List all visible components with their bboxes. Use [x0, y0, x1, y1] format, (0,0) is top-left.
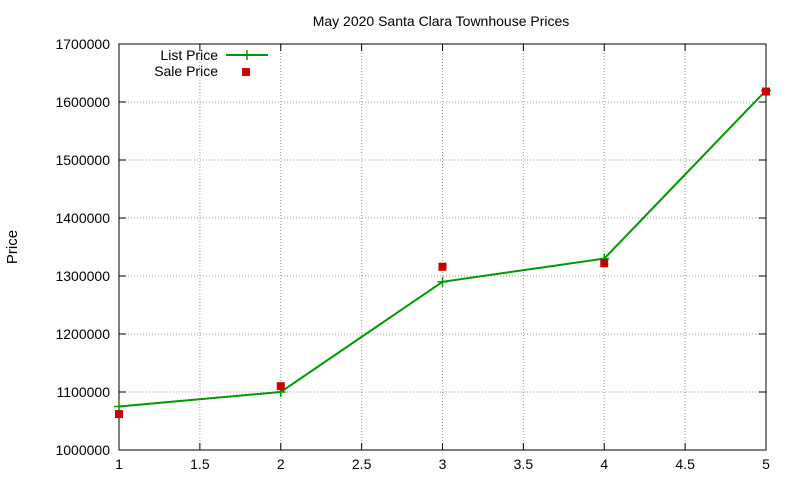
y-tick-label: 1200000 — [55, 326, 110, 342]
grid — [119, 44, 766, 450]
data-point-square — [762, 87, 770, 96]
data-point-square — [115, 410, 123, 419]
data-point-square — [438, 262, 447, 271]
x-tick-label: 1.5 — [190, 456, 210, 472]
x-tick-label: 2 — [277, 456, 285, 472]
series-layer — [114, 85, 771, 419]
data-point-square — [242, 68, 250, 76]
x-tick-label: 1 — [115, 456, 123, 472]
y-tick-label: 1300000 — [55, 268, 110, 284]
y-tick-label: 1700000 — [55, 36, 110, 52]
x-tick-label: 4.5 — [675, 456, 695, 472]
x-tick-label: 4 — [600, 456, 608, 472]
chart-title: May 2020 Santa Clara Townhouse Prices — [313, 13, 570, 29]
y-tick-label: 1500000 — [55, 152, 110, 168]
y-tick-label: 1100000 — [57, 384, 111, 400]
x-tick-label: 3.5 — [514, 456, 534, 472]
legend-label: Sale Price — [154, 63, 218, 79]
data-point-square — [276, 382, 285, 391]
y-tick-label: 1400000 — [55, 210, 110, 226]
y-tick-label: 1000000 — [55, 442, 110, 458]
series-2 — [115, 87, 770, 419]
data-point-square — [600, 259, 609, 268]
y-tick-label: 1600000 — [55, 94, 110, 110]
legend-label: List Price — [160, 47, 218, 63]
x-tick-label: 5 — [762, 456, 770, 472]
x-tick-label: 2.5 — [352, 456, 372, 472]
axis-ticks: 1 1.5 2 2.5 3 3.5 4 4.5 5 1000000 1100000 1200000 13… — [55, 36, 770, 472]
x-tick-label: 3 — [439, 456, 447, 472]
y-axis-label: Price — [4, 230, 21, 264]
